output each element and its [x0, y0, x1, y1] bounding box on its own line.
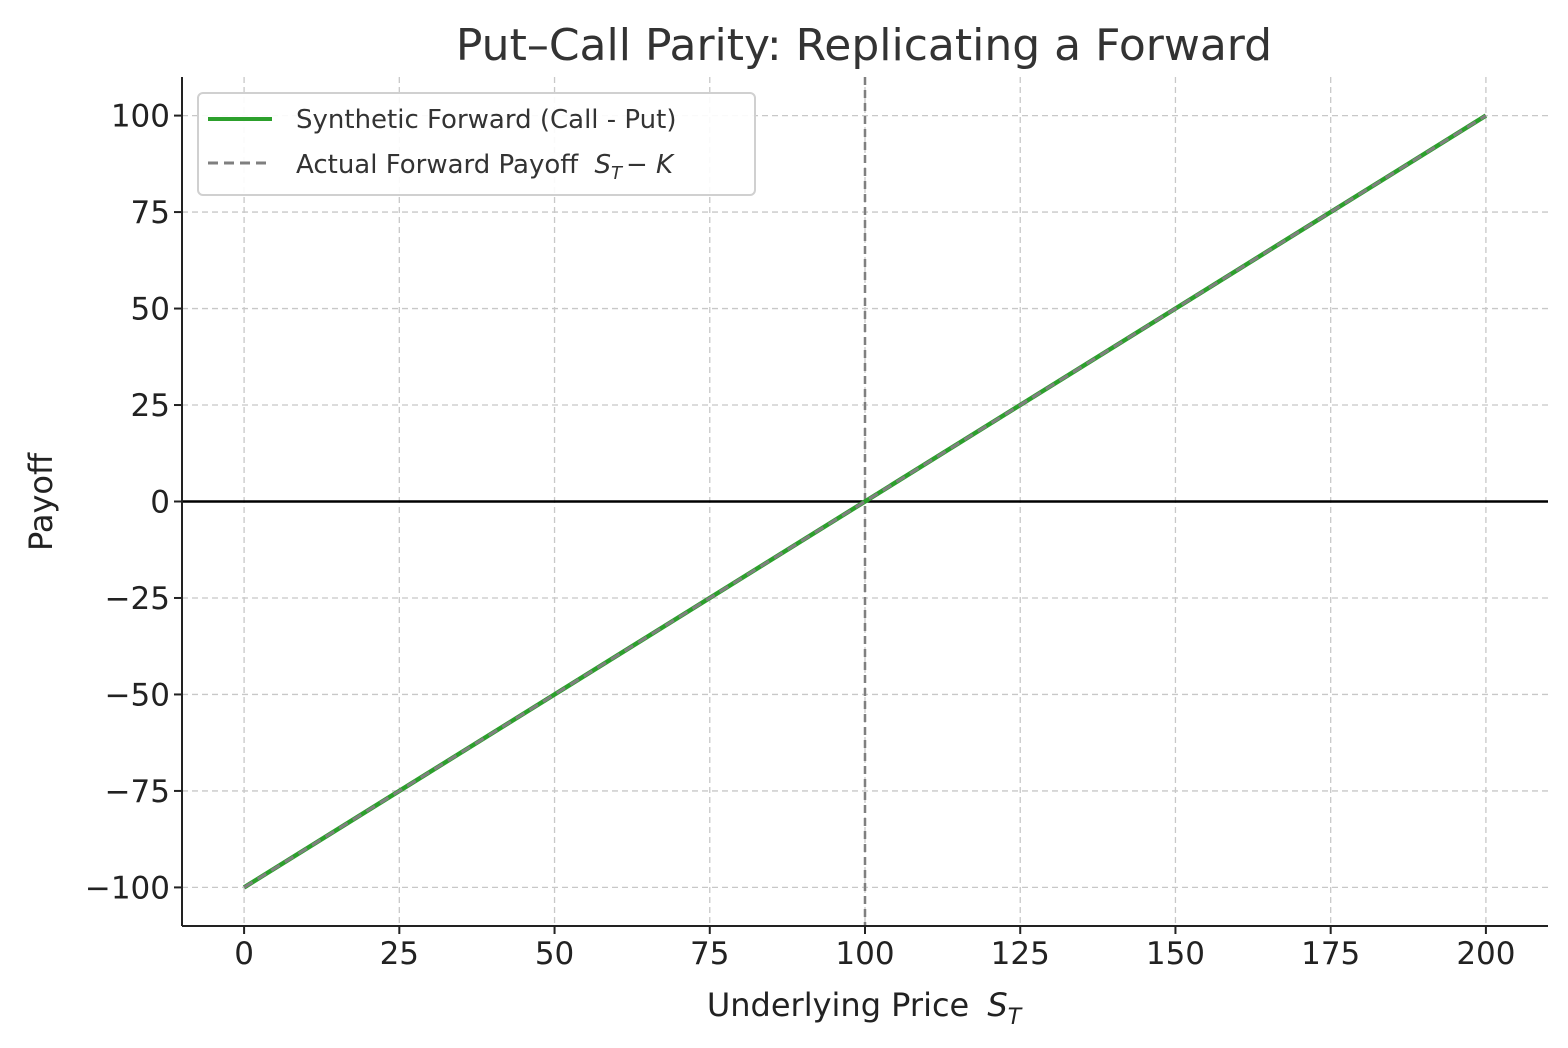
- y-tick-label: −50: [105, 677, 170, 713]
- legend: Synthetic Forward (Call - Put) Actual Fo…: [197, 92, 756, 196]
- y-tick-label: 75: [131, 195, 170, 231]
- chart-title: Put–Call Parity: Replicating a Forward: [456, 20, 1272, 71]
- x-tick-label: 25: [380, 936, 419, 972]
- x-tick-label: 0: [234, 936, 254, 972]
- x-tick-label: 175: [1301, 936, 1360, 972]
- x-tick-label: 75: [690, 936, 729, 972]
- y-tick-label: 25: [131, 388, 170, 424]
- y-tick-label: 100: [111, 99, 170, 135]
- y-tick-label: −25: [105, 581, 170, 617]
- x-tick-label: 50: [535, 936, 574, 972]
- x-tick-label: 200: [1456, 936, 1515, 972]
- series-lines: [242, 113, 1488, 890]
- series-line-actual-forward: [243, 114, 1487, 889]
- y-tick-label: −75: [105, 774, 170, 810]
- x-tick-label: 100: [835, 936, 894, 972]
- x-tick-label: 125: [991, 936, 1050, 972]
- legend-label-actual-forward: Actual Forward Payoff ST − K: [296, 150, 675, 184]
- x-axis-label: Underlying Price ST: [707, 986, 1023, 1030]
- x-ticks: 0 25 50 75 100 125 150 175 200: [234, 926, 1515, 972]
- y-axis-label: Payoff: [22, 452, 60, 551]
- legend-label-synthetic-forward: Synthetic Forward (Call - Put): [296, 105, 676, 135]
- legend-box: [197, 92, 756, 196]
- y-ticks: −100 −75 −50 −25 0 25 50 75 100: [85, 99, 182, 906]
- x-tick-label: 150: [1146, 936, 1205, 972]
- y-tick-label: 0: [150, 485, 170, 521]
- y-tick-label: 50: [131, 292, 170, 328]
- y-tick-label: −100: [85, 870, 170, 906]
